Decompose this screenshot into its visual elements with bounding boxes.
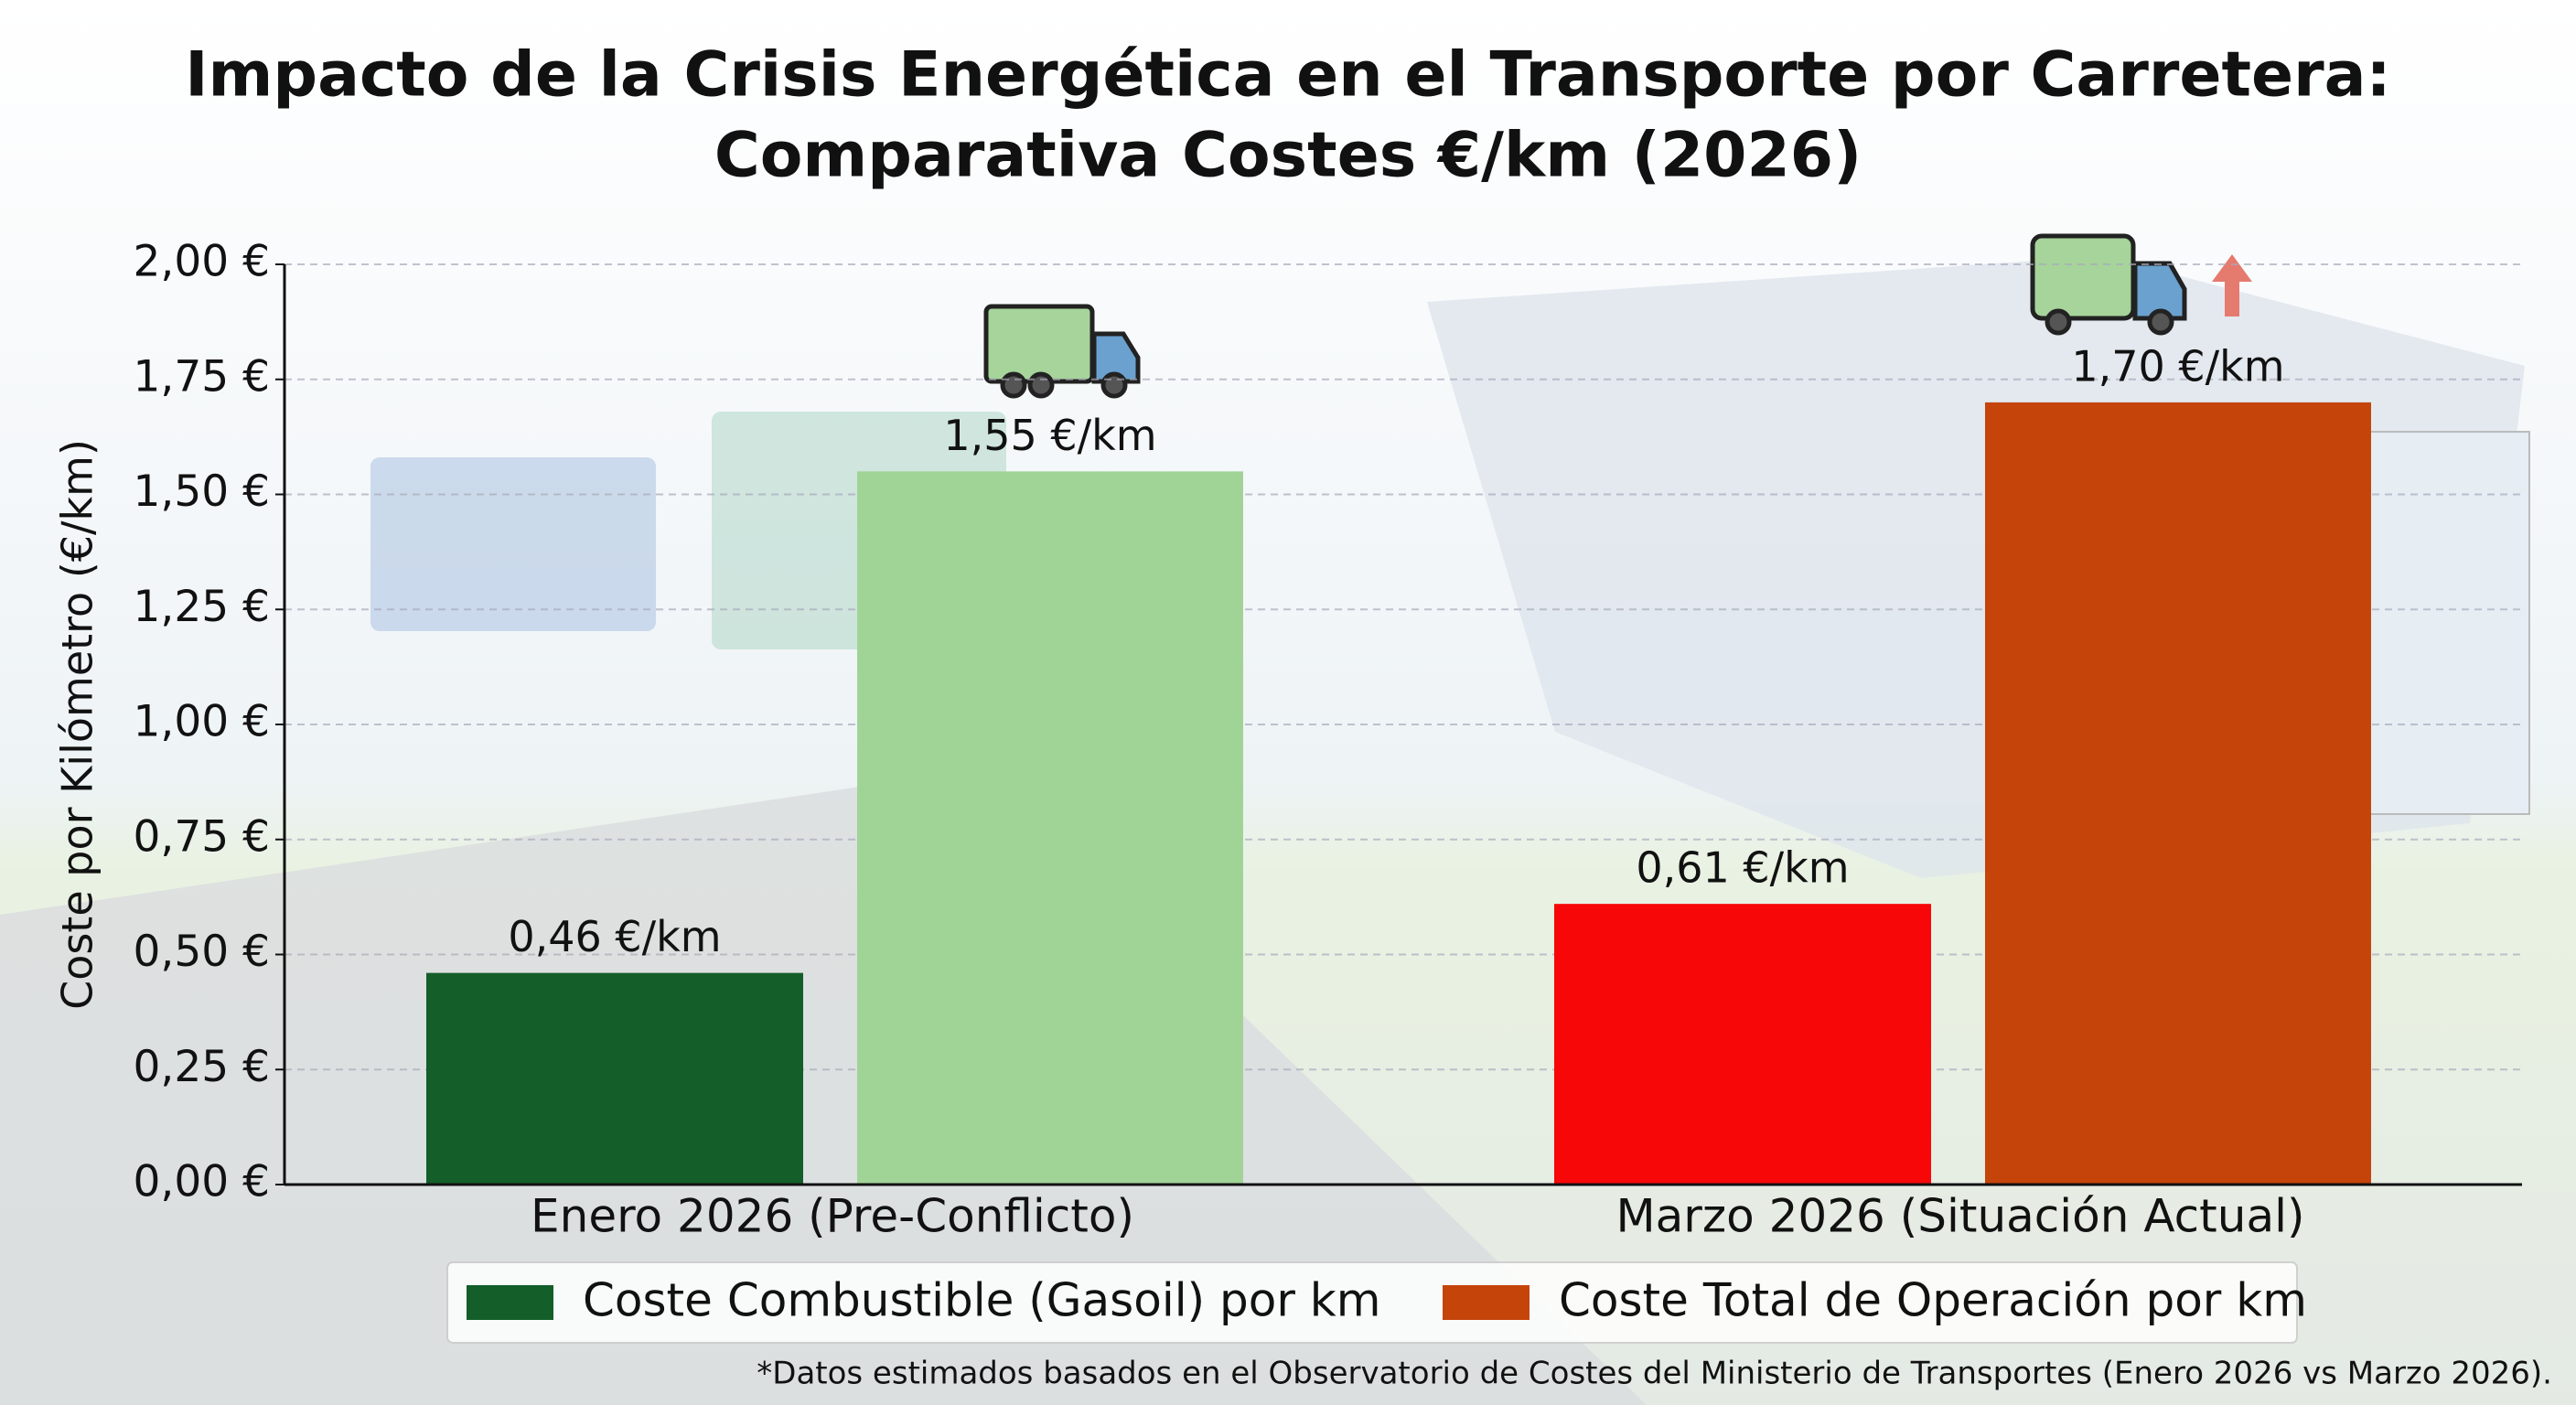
legend-box	[446, 1261, 2298, 1344]
bar	[426, 972, 803, 1185]
y-tick-label: 0,25 €	[134, 1042, 271, 1092]
x-tick-label: Enero 2026 (Pre-Conflicto)	[531, 1190, 1134, 1243]
bar	[857, 471, 1243, 1185]
road-sign	[370, 457, 656, 631]
y-tick-label: 1,50 €	[134, 467, 271, 517]
legend-swatch	[1443, 1285, 1530, 1320]
y-tick-label: 2,00 €	[134, 237, 271, 287]
y-tick-label: 0,75 €	[134, 811, 271, 862]
y-axis-label: Coste por Kilómetro (€/km)	[53, 439, 102, 1010]
y-tick-label: 0,50 €	[134, 927, 271, 977]
value-label: 0,46 €/km	[508, 912, 721, 961]
x-tick-label: Marzo 2026 (Situación Actual)	[1616, 1190, 2305, 1243]
value-label: 0,61 €/km	[1636, 843, 1849, 893]
value-label: 1,55 €/km	[943, 411, 1156, 460]
y-tick-label: 0,00 €	[134, 1157, 271, 1207]
road	[0, 787, 1647, 1405]
chart-title: Comparativa Costes €/km (2026)	[714, 120, 1862, 192]
legend-label: Coste Combustible (Gasoil) por km	[583, 1274, 1380, 1327]
footnote: *Datos estimados basados en el Observato…	[757, 1356, 2552, 1392]
chart-title: Impacto de la Crisis Energética en el Tr…	[185, 39, 2391, 112]
legend-label: Coste Total de Operación por km	[1559, 1274, 2307, 1327]
y-tick-label: 1,75 €	[134, 351, 271, 402]
legend-swatch	[467, 1285, 553, 1320]
fuel-truck-icon	[2030, 233, 2252, 336]
y-tick-label: 1,00 €	[134, 697, 271, 747]
y-tick-label: 1,25 €	[134, 582, 271, 632]
bar	[1985, 402, 2371, 1185]
bar	[1554, 904, 1931, 1185]
value-label: 1,70 €/km	[2071, 341, 2284, 391]
